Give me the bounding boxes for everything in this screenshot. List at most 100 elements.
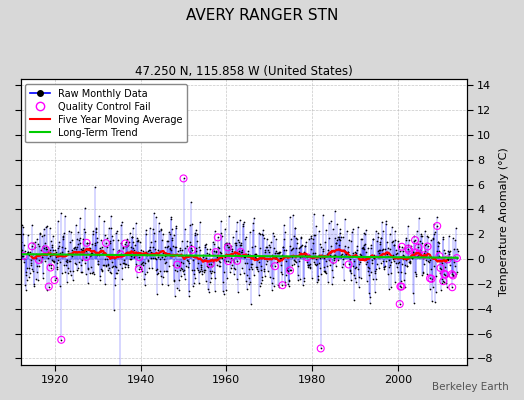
Point	[396, 283, 405, 290]
Point	[220, 257, 228, 263]
Point	[280, 222, 289, 228]
Point	[232, 242, 240, 248]
Point	[121, 240, 129, 247]
Point	[126, 230, 134, 236]
Point	[275, 250, 283, 256]
Point	[190, 270, 199, 277]
Point	[293, 277, 302, 283]
Point	[172, 244, 180, 251]
Point	[421, 227, 429, 234]
Point	[448, 284, 456, 290]
Point	[160, 256, 168, 262]
Point	[374, 234, 383, 240]
Point	[27, 257, 35, 264]
Point	[140, 281, 149, 288]
Point	[82, 254, 91, 260]
Point	[130, 247, 138, 253]
Point	[114, 248, 122, 254]
Point	[18, 224, 27, 230]
Point	[361, 254, 369, 260]
Point	[24, 249, 32, 256]
Point	[214, 234, 222, 240]
Point	[416, 251, 424, 257]
Point	[326, 252, 334, 258]
Point	[102, 240, 110, 246]
Point	[269, 283, 278, 289]
Point	[112, 270, 120, 276]
Point	[276, 256, 284, 262]
Point	[450, 246, 458, 252]
Point	[259, 227, 267, 234]
Point	[315, 265, 324, 271]
Point	[184, 293, 193, 299]
Point	[394, 260, 402, 266]
Point	[29, 268, 37, 274]
Point	[117, 265, 126, 271]
Point	[414, 244, 422, 251]
Point	[360, 230, 368, 236]
Point	[246, 264, 255, 270]
Point	[212, 249, 220, 255]
Point	[408, 254, 416, 261]
Point	[200, 244, 209, 250]
Point	[450, 273, 458, 279]
Point	[379, 246, 387, 252]
Point	[136, 238, 144, 245]
Point	[422, 233, 431, 239]
Point	[435, 257, 444, 263]
Point	[378, 258, 387, 264]
Point	[379, 227, 387, 234]
Point	[35, 243, 43, 250]
Point	[230, 271, 238, 278]
Point	[278, 282, 287, 288]
Point	[180, 266, 189, 273]
Point	[221, 241, 229, 247]
Point	[130, 250, 139, 257]
Point	[395, 242, 403, 249]
Point	[321, 238, 330, 245]
Point	[351, 264, 359, 271]
Point	[24, 248, 32, 255]
Point	[367, 269, 376, 276]
Point	[338, 251, 346, 258]
Point	[67, 229, 75, 235]
Point	[351, 275, 359, 281]
Point	[90, 247, 99, 254]
Point	[253, 264, 261, 270]
Point	[424, 258, 432, 265]
Point	[266, 274, 274, 280]
Point	[150, 229, 158, 236]
Point	[31, 250, 40, 257]
Point	[303, 262, 312, 269]
Point	[53, 257, 62, 263]
Point	[428, 298, 436, 304]
Point	[210, 248, 219, 254]
Point	[409, 238, 418, 244]
Point	[433, 223, 441, 229]
Point	[32, 255, 40, 262]
Point	[290, 225, 299, 232]
Point	[167, 214, 175, 220]
Point	[157, 273, 165, 280]
Point	[51, 249, 60, 256]
Point	[410, 253, 419, 259]
Point	[94, 261, 102, 267]
Point	[68, 236, 77, 243]
Point	[201, 266, 210, 273]
Point	[337, 252, 345, 259]
Point	[354, 266, 363, 272]
Point	[201, 255, 210, 261]
Point	[429, 235, 438, 241]
Point	[312, 256, 320, 262]
Point	[329, 226, 337, 233]
Point	[118, 219, 126, 226]
Point	[238, 265, 246, 272]
Point	[452, 224, 461, 231]
Point	[339, 234, 347, 240]
Point	[20, 259, 29, 265]
Point	[258, 277, 266, 284]
Point	[254, 258, 263, 265]
Point	[204, 264, 212, 270]
Point	[25, 252, 34, 258]
Point	[267, 263, 275, 269]
